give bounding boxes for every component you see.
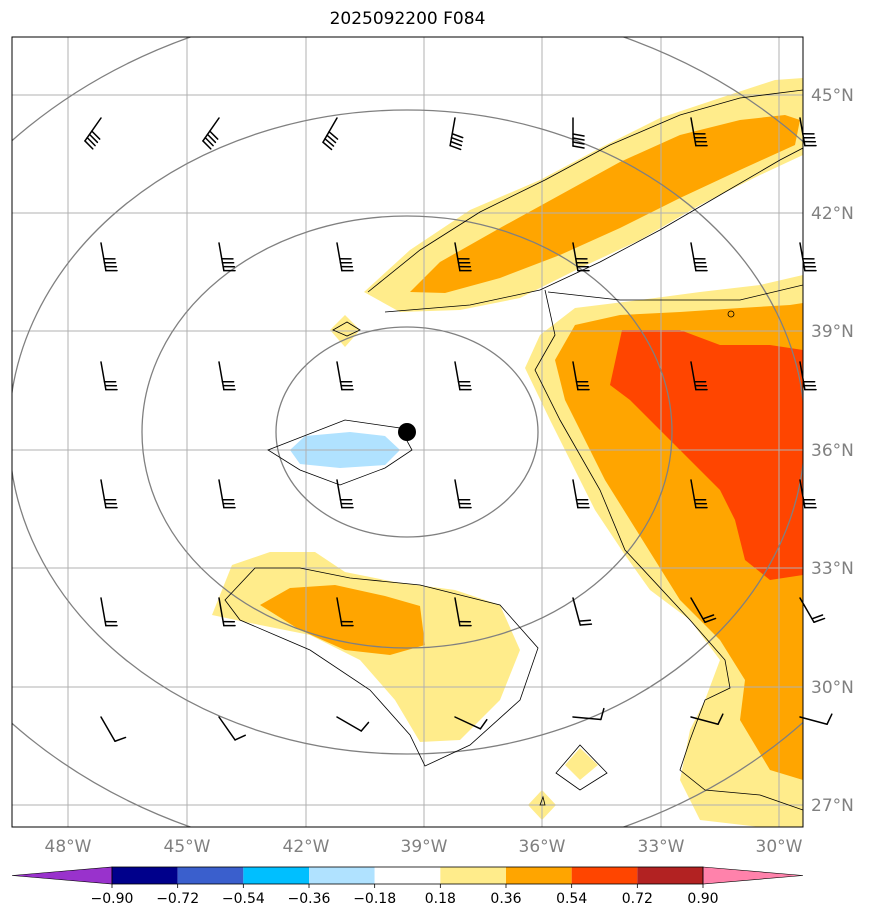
colorbar-label: −0.18 xyxy=(353,891,396,907)
wind-barb xyxy=(454,597,472,627)
wind-barb xyxy=(336,716,370,732)
colorbar-outline xyxy=(111,866,704,885)
wind-barb xyxy=(799,117,817,147)
lat-label: 27°N xyxy=(811,796,854,816)
wind-barb xyxy=(100,716,127,742)
lat-label: 45°N xyxy=(811,86,854,106)
southwest-medium xyxy=(260,585,425,655)
colorbar-label: −0.72 xyxy=(156,891,199,907)
wind-barb xyxy=(690,242,708,272)
wind-barb xyxy=(799,242,817,272)
wind-barb xyxy=(336,597,354,627)
wind-barb xyxy=(100,242,118,272)
wind-barb xyxy=(572,479,590,509)
lat-label: 36°N xyxy=(811,441,854,461)
wind-barb xyxy=(690,117,708,147)
colorbar-swatch xyxy=(637,867,703,884)
lon-label: 33°W xyxy=(638,837,685,857)
wind-barb xyxy=(572,597,593,626)
wind-barb xyxy=(218,361,236,391)
map-content xyxy=(12,37,803,827)
colorbar: −0.90 −0.72 −0.54 −0.36 −0.18 0.18 0.36 0.54 0.7… xyxy=(11,866,804,907)
wind-barb xyxy=(336,479,354,509)
colorbar-extend-low xyxy=(11,866,113,885)
colorbar-swatch xyxy=(571,867,638,884)
wind-barb xyxy=(218,242,236,272)
lat-label: 30°N xyxy=(811,678,854,698)
wind-barb xyxy=(572,117,585,149)
wind-barb xyxy=(84,117,102,150)
wind-barb xyxy=(202,117,220,150)
wind-barb xyxy=(218,716,246,741)
wind-barb xyxy=(454,242,472,272)
wind-barb xyxy=(690,361,708,391)
colorbar-label: −0.36 xyxy=(288,891,331,907)
colorbar-swatch xyxy=(177,867,244,884)
longitude-labels: 48°W 45°W 42°W 39°W 36°W 33°W 30°W xyxy=(45,837,803,857)
colorbar-label: 0.54 xyxy=(556,891,587,907)
east-strong xyxy=(610,330,803,580)
wind-barb xyxy=(100,479,118,509)
colorbar-swatch xyxy=(309,867,375,884)
lon-label: 36°W xyxy=(519,837,566,857)
wind-barb xyxy=(799,597,826,623)
lon-label: 45°W xyxy=(164,837,211,857)
wind-barb xyxy=(799,361,817,391)
wind-barb xyxy=(454,361,472,391)
colorbar-label: −0.90 xyxy=(91,891,134,907)
wind-barb xyxy=(572,242,590,272)
wind-barb xyxy=(100,361,118,391)
colorbar-label: −0.54 xyxy=(222,891,265,907)
colorbar-swatch xyxy=(506,867,572,884)
colorbar-label: 0.36 xyxy=(490,891,521,907)
wind-barb xyxy=(572,707,605,721)
lon-label: 30°W xyxy=(756,837,803,857)
wind-barb xyxy=(572,361,590,391)
lat-label: 33°N xyxy=(811,559,854,579)
wind-barb xyxy=(218,479,236,509)
wind-barb xyxy=(218,597,236,627)
wind-barb xyxy=(799,713,833,725)
lon-label: 42°W xyxy=(283,837,330,857)
wind-barb xyxy=(322,117,339,151)
range-rings xyxy=(12,37,803,827)
wind-barb xyxy=(690,713,724,725)
wind-barb xyxy=(454,716,488,730)
colorbar-swatch xyxy=(374,867,441,884)
colorbar-swatch xyxy=(112,867,178,884)
wind-barb xyxy=(690,479,708,509)
wind-barb xyxy=(799,479,817,509)
band-north-medium xyxy=(410,115,800,293)
storm-center-marker xyxy=(398,423,416,441)
shaded-field-positive xyxy=(212,78,803,827)
gridlines xyxy=(12,37,803,827)
wind-barb xyxy=(690,597,717,623)
colorbar-label: 0.90 xyxy=(687,891,718,907)
colorbar-label: 0.72 xyxy=(622,891,653,907)
wind-barb xyxy=(100,597,118,627)
wind-barbs xyxy=(84,117,833,742)
wind-barb xyxy=(336,242,354,272)
patch-diamond-2 xyxy=(565,748,598,780)
colorbar-label: 0.18 xyxy=(425,891,456,907)
lon-label: 39°W xyxy=(401,837,448,857)
contour-lines xyxy=(224,89,803,811)
colorbar-swatch xyxy=(243,867,309,884)
colorbar-swatch xyxy=(440,867,506,884)
lat-label: 42°N xyxy=(811,204,854,224)
wind-barb xyxy=(449,117,464,151)
wind-barb xyxy=(454,479,472,509)
lat-label: 39°N xyxy=(811,322,854,342)
colorbar-extend-high xyxy=(702,866,804,885)
latitude-labels: 45°N 42°N 39°N 36°N 33°N 30°N 27°N xyxy=(811,86,854,816)
lon-label: 48°W xyxy=(45,837,92,857)
wind-barb xyxy=(336,361,354,391)
map-frame xyxy=(11,36,804,828)
map-title: 2025092200 F084 xyxy=(329,9,486,29)
